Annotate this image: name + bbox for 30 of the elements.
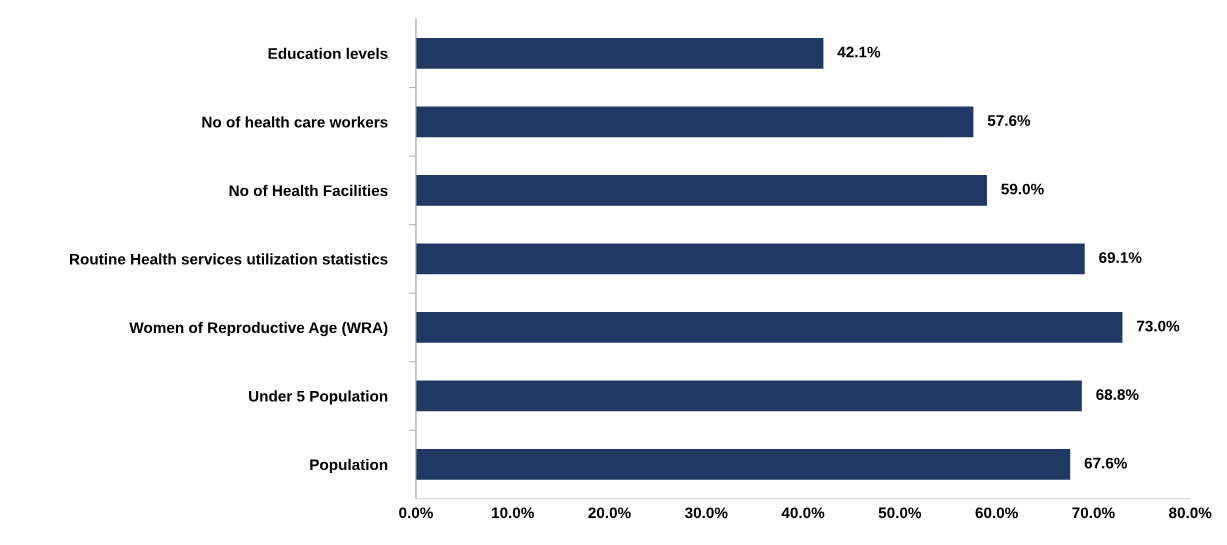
bar — [415, 37, 824, 69]
data-label: 57.6% — [987, 115, 1031, 126]
x-tick-label: 70.0% — [1072, 507, 1115, 519]
x-tick-label: 0.0% — [399, 507, 433, 519]
data-label: 68.8% — [1096, 389, 1139, 400]
y-tick-label: Women of Reproductive Age (WRA) — [129, 321, 388, 337]
y-tick-label: No of Health Facilities — [229, 184, 388, 197]
x-tick-label: 20.0% — [588, 507, 631, 519]
y-tick-label: Routine Health services utilization statistics — [70, 253, 388, 265]
data-label: 73.0% — [1136, 320, 1180, 332]
data-label: 67.6% — [1084, 457, 1127, 469]
x-tick-label: 60.0% — [975, 507, 1018, 519]
data-label: 69.1% — [1099, 252, 1142, 263]
x-tick-label: 80.0% — [1169, 507, 1212, 519]
x-tick-label: 30.0% — [684, 507, 728, 519]
x-tick-label: 50.0% — [878, 507, 922, 519]
bar — [415, 449, 1071, 480]
bar — [415, 106, 974, 138]
y-tick-label: No of health care workers — [202, 116, 388, 128]
data-label: 59.0% — [1001, 183, 1044, 195]
bar — [415, 174, 987, 206]
bar — [415, 380, 1082, 412]
x-tick-label: 40.0% — [781, 507, 825, 519]
bar — [415, 311, 1123, 343]
y-tick-label: Population — [310, 458, 388, 474]
y-tick-label: Education levels — [268, 47, 388, 60]
x-tick-label: 10.0% — [492, 507, 534, 519]
data-label: 42.1% — [837, 46, 881, 58]
bar — [415, 243, 1085, 275]
y-tick-label: Under 5 Population — [249, 390, 388, 405]
